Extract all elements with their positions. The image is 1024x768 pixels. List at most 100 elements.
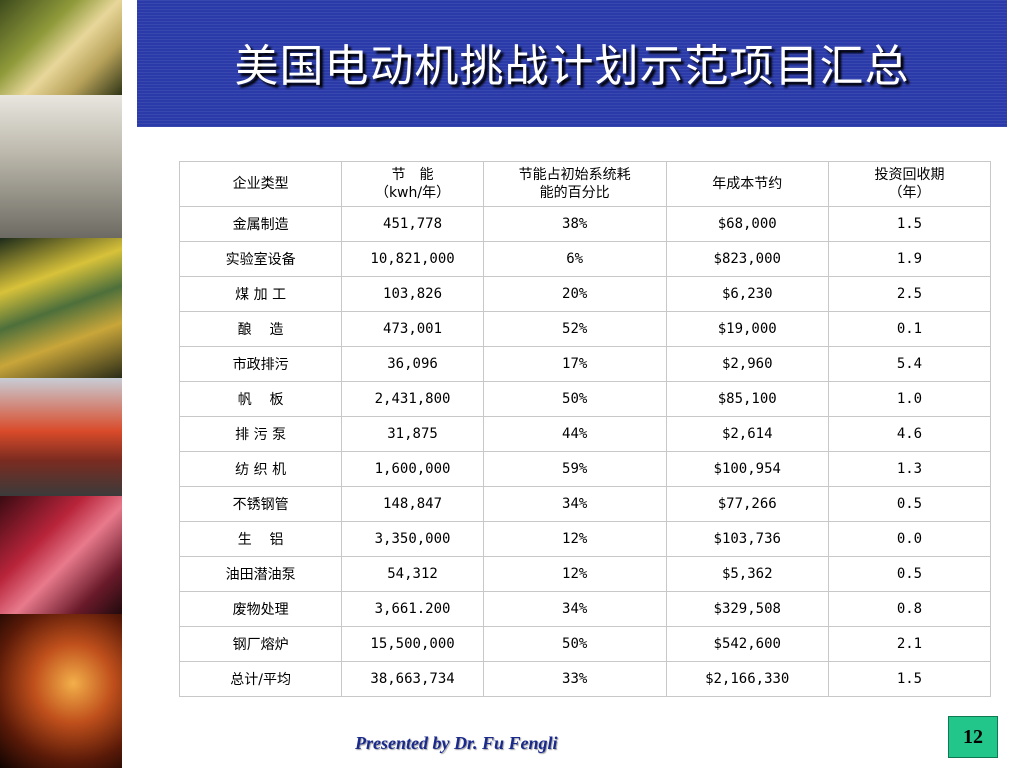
slide-title: 美国电动机挑战计划示范项目汇总 bbox=[234, 41, 910, 92]
cell-payback-period: 1.5 bbox=[827, 661, 992, 697]
decorative-photo-strip bbox=[0, 0, 122, 768]
cell-annual-cost-saving: $77,266 bbox=[665, 486, 829, 522]
cell-annual-cost-saving: $823,000 bbox=[665, 241, 829, 277]
cell-saving-percent: 34% bbox=[482, 486, 667, 522]
cell-enterprise-type: 排 污 泵 bbox=[178, 416, 343, 452]
cell-annual-cost-saving: $6,230 bbox=[665, 276, 829, 312]
cell-saving-percent: 34% bbox=[482, 591, 667, 627]
table-row: 市政排污 36,096 17% $2,960 5.4 bbox=[178, 346, 992, 382]
cell-energy-saved: 54,312 bbox=[341, 556, 484, 592]
header-saving-percent: 节能占初始系统耗 能的百分比 bbox=[482, 161, 667, 207]
cell-payback-period: 1.9 bbox=[827, 241, 992, 277]
handshake-photo bbox=[0, 95, 122, 238]
cell-payback-period: 0.8 bbox=[827, 591, 992, 627]
cell-payback-period: 0.5 bbox=[827, 486, 992, 522]
cell-annual-cost-saving: $2,166,330 bbox=[665, 661, 829, 697]
cell-saving-percent: 6% bbox=[482, 241, 667, 277]
table-row: 酿 造 473,001 52% $19,000 0.1 bbox=[178, 311, 992, 347]
header-payback-period: 投资回收期 （年） bbox=[827, 161, 992, 207]
cell-enterprise-type: 酿 造 bbox=[178, 311, 343, 347]
cell-payback-period: 1.5 bbox=[827, 206, 992, 242]
table-row: 不锈钢管 148,847 34% $77,266 0.5 bbox=[178, 486, 992, 522]
cell-energy-saved: 3,661.200 bbox=[341, 591, 484, 627]
table-row: 废物处理 3,661.200 34% $329,508 0.8 bbox=[178, 591, 992, 627]
cell-saving-percent: 59% bbox=[482, 451, 667, 487]
cell-saving-percent: 38% bbox=[482, 206, 667, 242]
cell-energy-saved: 36,096 bbox=[341, 346, 484, 382]
cell-enterprise-type: 油田潜油泵 bbox=[178, 556, 343, 592]
summary-table: 企业类型节 能（kwh/年） 节能占初始系统耗 能的百分比 年成本节约 投资回收期 （年）… bbox=[178, 161, 992, 697]
cell-saving-percent: 52% bbox=[482, 311, 667, 347]
header-energy-saved: 节 能（kwh/年） bbox=[341, 161, 484, 207]
cell-energy-saved: 148,847 bbox=[341, 486, 484, 522]
cell-annual-cost-saving: $103,736 bbox=[665, 521, 829, 557]
cell-saving-percent: 12% bbox=[482, 556, 667, 592]
cell-payback-period: 0.0 bbox=[827, 521, 992, 557]
train-photo bbox=[0, 378, 122, 496]
cell-annual-cost-saving: $2,614 bbox=[665, 416, 829, 452]
table-row: 总计/平均 38,663,734 33% $2,166,330 1.5 bbox=[178, 661, 992, 697]
cell-payback-period: 0.1 bbox=[827, 311, 992, 347]
table-row: 帆 板 2,431,800 50% $85,100 1.0 bbox=[178, 381, 992, 417]
table-body: 金属制造 451,778 38% $68,000 1.5 实验室设备 10,821,000 6… bbox=[178, 206, 992, 697]
cell-annual-cost-saving: $85,100 bbox=[665, 381, 829, 417]
cell-enterprise-type: 生 铝 bbox=[178, 521, 343, 557]
cell-energy-saved: 103,826 bbox=[341, 276, 484, 312]
cell-annual-cost-saving: $542,600 bbox=[665, 626, 829, 662]
cell-payback-period: 0.5 bbox=[827, 556, 992, 592]
cell-energy-saved: 15,500,000 bbox=[341, 626, 484, 662]
cell-energy-saved: 451,778 bbox=[341, 206, 484, 242]
cell-enterprise-type: 纺 织 机 bbox=[178, 451, 343, 487]
cell-energy-saved: 1,600,000 bbox=[341, 451, 484, 487]
table-row: 煤 加 工 103,826 20% $6,230 2.5 bbox=[178, 276, 992, 312]
cell-annual-cost-saving: $100,954 bbox=[665, 451, 829, 487]
cell-energy-saved: 31,875 bbox=[341, 416, 484, 452]
cell-annual-cost-saving: $329,508 bbox=[665, 591, 829, 627]
cell-energy-saved: 10,821,000 bbox=[341, 241, 484, 277]
data-table-container: 企业类型节 能（kwh/年） 节能占初始系统耗 能的百分比 年成本节约 投资回收期 （年）… bbox=[178, 161, 992, 697]
cell-energy-saved: 3,350,000 bbox=[341, 521, 484, 557]
cell-saving-percent: 12% bbox=[482, 521, 667, 557]
cell-saving-percent: 17% bbox=[482, 346, 667, 382]
cell-saving-percent: 20% bbox=[482, 276, 667, 312]
cell-enterprise-type: 废物处理 bbox=[178, 591, 343, 627]
table-row: 钢厂熔炉 15,500,000 50% $542,600 2.1 bbox=[178, 626, 992, 662]
header-enterprise-type: 企业类型 bbox=[178, 161, 343, 207]
cell-payback-period: 1.3 bbox=[827, 451, 992, 487]
cell-annual-cost-saving: $2,960 bbox=[665, 346, 829, 382]
cell-annual-cost-saving: $5,362 bbox=[665, 556, 829, 592]
table-row: 金属制造 451,778 38% $68,000 1.5 bbox=[178, 206, 992, 242]
cell-energy-saved: 2,431,800 bbox=[341, 381, 484, 417]
cell-payback-period: 5.4 bbox=[827, 346, 992, 382]
presenter-credit: Presented by Dr. Fu Fengli bbox=[355, 733, 558, 753]
table-header-row: 企业类型节 能（kwh/年） 节能占初始系统耗 能的百分比 年成本节约 投资回收期 （年） bbox=[178, 161, 992, 207]
cell-enterprise-type: 实验室设备 bbox=[178, 241, 343, 277]
cell-enterprise-type: 总计/平均 bbox=[178, 661, 343, 697]
header-annual-cost-saving: 年成本节约 bbox=[665, 161, 829, 207]
cell-enterprise-type: 市政排污 bbox=[178, 346, 343, 382]
globe-photo bbox=[0, 614, 122, 768]
cell-annual-cost-saving: $19,000 bbox=[665, 311, 829, 347]
table-row: 生 铝 3,350,000 12% $103,736 0.0 bbox=[178, 521, 992, 557]
cell-annual-cost-saving: $68,000 bbox=[665, 206, 829, 242]
cell-energy-saved: 473,001 bbox=[341, 311, 484, 347]
title-banner: 美国电动机挑战计划示范项目汇总 bbox=[137, 0, 1007, 127]
cell-saving-percent: 44% bbox=[482, 416, 667, 452]
cell-enterprise-type: 不锈钢管 bbox=[178, 486, 343, 522]
cell-enterprise-type: 帆 板 bbox=[178, 381, 343, 417]
cables-photo bbox=[0, 238, 122, 378]
table-row: 油田潜油泵 54,312 12% $5,362 0.5 bbox=[178, 556, 992, 592]
baby-computer-photo bbox=[0, 0, 122, 95]
cell-energy-saved: 38,663,734 bbox=[341, 661, 484, 697]
cell-payback-period: 1.0 bbox=[827, 381, 992, 417]
cell-payback-period: 2.5 bbox=[827, 276, 992, 312]
cell-payback-period: 4.6 bbox=[827, 416, 992, 452]
cell-saving-percent: 50% bbox=[482, 626, 667, 662]
table-row: 实验室设备 10,821,000 6% $823,000 1.9 bbox=[178, 241, 992, 277]
cell-enterprise-type: 煤 加 工 bbox=[178, 276, 343, 312]
table-row: 纺 织 机 1,600,000 59% $100,954 1.3 bbox=[178, 451, 992, 487]
motor-photo bbox=[0, 496, 122, 614]
cell-payback-period: 2.1 bbox=[827, 626, 992, 662]
cell-saving-percent: 50% bbox=[482, 381, 667, 417]
